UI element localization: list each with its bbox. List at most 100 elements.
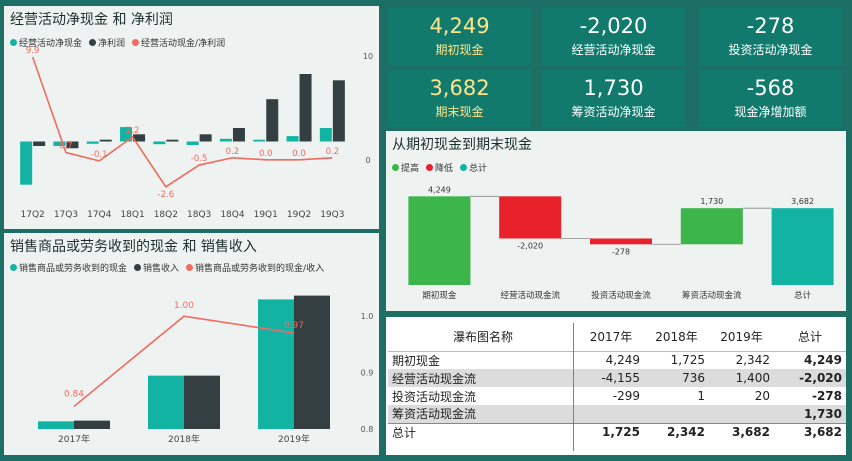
x-tick-label: 19Q1 <box>254 210 278 220</box>
table-header-row: 瀑布图名称 2017年 2018年 2019年 总计 <box>388 323 846 352</box>
bar-sales-cash <box>148 375 184 429</box>
bar-operating-cash <box>253 139 266 142</box>
cell-total: -278 <box>811 389 842 403</box>
legend-item-ratio: 经营活动现金/净利润 <box>132 36 225 49</box>
table-header-total[interactable]: 总计 <box>773 323 846 352</box>
table-header-2018[interactable]: 2018年 <box>644 323 709 352</box>
waterfall-bar <box>680 208 743 245</box>
bar-net-profit <box>33 141 46 146</box>
legend-dot-dark <box>89 39 97 46</box>
waterfall-legend: 提高 降低 总计 <box>392 161 487 174</box>
x-tick-label: 17Q4 <box>87 210 112 220</box>
sales-ratio-point-label: 0.97 <box>284 321 304 331</box>
bar-sales-cash <box>258 299 294 429</box>
x-tick-label: 18Q4 <box>220 210 245 220</box>
kpi-label: 现金净增加额 <box>734 105 807 119</box>
waterfall-title: 从期初现金到期末现金 <box>392 137 532 153</box>
bar-operating-cash <box>86 141 99 144</box>
cell-total: 3,682 <box>773 422 846 441</box>
cell-2019: 3,682 <box>708 422 774 441</box>
cell-total: 1,730 <box>773 405 846 423</box>
row-name: 总计 <box>388 422 578 441</box>
kpi-value: -568 <box>746 76 795 100</box>
table-header-2019[interactable]: 2019年 <box>708 323 774 352</box>
legend-item-total: 总计 <box>460 161 487 174</box>
table-divider <box>573 323 574 451</box>
kpi-card-closing-cash: 3,682 期末现金 <box>388 70 531 127</box>
legend-dot-dark <box>134 264 142 271</box>
waterfall-value-label: -278 <box>612 247 630 256</box>
x-tick-label: 筹资活动现金流 <box>682 290 742 301</box>
cell-2019: 20 <box>754 389 770 403</box>
waterfall-table: 瀑布图名称 2017年 2018年 2019年 总计 期初现金 4,249 1,… <box>388 323 846 441</box>
cell-2019: 2,342 <box>735 353 770 368</box>
bar-operating-cash <box>286 136 299 142</box>
bar-operating-cash <box>319 128 332 142</box>
cell-2018: 736 <box>644 369 709 387</box>
sales-ratio-point-label: 1.00 <box>174 301 194 311</box>
ratio-point-label: 0.0 <box>259 149 273 159</box>
cell-total: -2,020 <box>773 369 846 387</box>
cell-2018: 1 <box>697 389 705 403</box>
x-tick-label: 投资活动现金流 <box>591 290 651 301</box>
y2-tick-label: 10 <box>363 52 373 61</box>
kpi-card-financing-cash: 1,730 筹资活动净现金 <box>542 70 685 127</box>
chart2-svg: 0.84 1.00 0.97 2017年 2018年 2019年 1.0 0.9 0.8 <box>38 295 374 445</box>
cell-2019: 1,400 <box>708 369 774 387</box>
x-tick-label: 17Q3 <box>54 210 78 220</box>
kpi-label: 筹资活动净现金 <box>571 105 656 119</box>
table-header-name[interactable]: 瀑布图名称 <box>388 323 578 352</box>
bar-operating-cash <box>186 141 199 146</box>
kpi-label: 期初现金 <box>435 43 484 57</box>
x-tick-label: 17Q2 <box>21 210 45 220</box>
kpi-value: 1,730 <box>583 76 644 100</box>
kpi-label: 期末现金 <box>435 105 484 119</box>
chart1-svg: 9.9 0.7 -0.1 2.2 -2.6 -0.5 0.2 0.0 0.0 0.2 17Q2 17Q… <box>20 46 373 220</box>
table-row: 投资活动现金流 -299 1 20 -278 <box>388 387 846 405</box>
kpi-value: -278 <box>746 14 795 38</box>
legend-item-decrease: 降低 <box>426 161 453 174</box>
waterfall-panel: 从期初现金到期末现金 提高 降低 总计 4,249 期初现金 -2,020 经营活动现… <box>386 131 846 311</box>
x-tick-label: 18Q3 <box>187 210 211 220</box>
legend-item-increase: 提高 <box>392 161 419 174</box>
bar-revenue <box>294 295 330 429</box>
ratio-point-label: 0.2 <box>226 147 240 157</box>
bar-net-profit <box>133 134 146 142</box>
bar-net-profit <box>99 139 112 142</box>
cell-2017: -299 <box>612 389 640 403</box>
bar-operating-cash <box>120 127 133 142</box>
legend-dot-teal <box>10 39 17 46</box>
chart2-legend: 销售商品或劳务收到的现金 销售收入 销售商品或劳务收到的现金/收入 <box>10 261 324 274</box>
waterfall-value-label: 4,249 <box>428 185 451 194</box>
table-row: 期初现金 4,249 1,725 2,342 4,249 <box>388 351 846 369</box>
bar-net-profit <box>266 99 279 142</box>
cashflow-profit-panel: 经营活动净现金 和 净利润 经营活动净现金 净利润 经营活动现金/净利润 9.9… <box>4 6 379 229</box>
bar-net-profit <box>232 128 245 142</box>
row-name: 筹资活动现金流 <box>388 405 578 423</box>
waterfall-value-label: 3,682 <box>791 197 814 206</box>
waterfall-bar <box>590 238 652 245</box>
legend-item-sales-ratio: 销售商品或劳务收到的现金/收入 <box>186 261 324 274</box>
x-tick-label: 2019年 <box>278 433 310 445</box>
bar-operating-cash <box>219 138 232 142</box>
bar-sales-cash <box>38 421 74 429</box>
row-name: 投资活动现金流 <box>392 389 477 404</box>
ratio-line <box>31 56 333 188</box>
y2-tick-label: 1.0 <box>361 312 374 321</box>
row-name: 经营活动现金流 <box>388 369 578 387</box>
ratio-point-label: 9.9 <box>26 46 40 56</box>
legend-dot-red <box>132 39 140 46</box>
table-row: 筹资活动现金流 1,730 <box>388 405 846 423</box>
x-tick-label: 19Q2 <box>287 210 311 220</box>
kpi-label: 经营活动净现金 <box>571 43 656 57</box>
table-header-2017[interactable]: 2017年 <box>578 323 644 352</box>
waterfall-value-label: 1,730 <box>700 197 723 206</box>
chart1-title: 经营活动净现金 和 净利润 <box>10 12 173 28</box>
cell-2019 <box>708 405 774 423</box>
ratio-point-label: -0.5 <box>191 154 208 164</box>
x-tick-label: 2018年 <box>168 433 200 445</box>
cell-2017: 1,725 <box>578 422 644 441</box>
legend-item-net-profit: 净利润 <box>89 36 125 49</box>
bar-net-profit <box>299 74 312 142</box>
table-row: 经营活动现金流 -4,155 736 1,400 -2,020 <box>388 369 846 387</box>
